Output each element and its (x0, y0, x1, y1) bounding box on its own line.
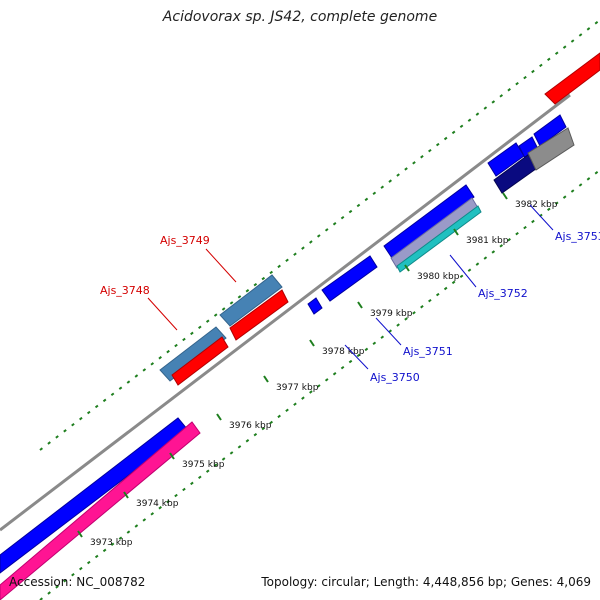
scale-label-1: 3973 kbp (90, 538, 133, 548)
scale-label-6: 3978 kbp (322, 347, 365, 357)
gene-ajs-3748-cds-bar[interactable] (171, 336, 229, 386)
scale-tick-4 (216, 413, 222, 421)
gene-label-ajs-3748[interactable]: Ajs_3748 (100, 284, 150, 297)
scale-tick-6 (309, 339, 315, 347)
gene-ajs-3751-bar[interactable] (321, 255, 378, 302)
gene-callout-line-2 (205, 248, 237, 283)
scale-tick-9 (453, 228, 459, 236)
gene-callout-line-6 (529, 204, 554, 231)
gene-ajs-3752-bar[interactable] (383, 184, 475, 259)
gene-label-ajs-3753[interactable]: Ajs_3753 (555, 230, 600, 243)
scale-label-3: 3975 kbp (182, 460, 225, 470)
forward-strand-features (0, 52, 600, 574)
gene-ajs-3748-bar[interactable] (159, 326, 227, 382)
gene-ajs-3750-bar[interactable] (307, 297, 323, 315)
gene-ajs-3749-bar[interactable] (219, 274, 283, 327)
genome-info-text: Topology: circular; Length: 4,448,856 bp… (261, 575, 591, 589)
gene-label-ajs-3749[interactable]: Ajs_3749 (160, 234, 210, 247)
gene-labels: Ajs_3748 Ajs_3749 Ajs_3750 Ajs_3751 Ajs_3752… (100, 204, 600, 384)
scale-tick-2 (123, 491, 129, 499)
gene-label-ajs-3752[interactable]: Ajs_3752 (478, 287, 528, 300)
scale-tick-marks (77, 192, 508, 538)
reverse-strand-features (0, 114, 575, 600)
scale-label-5: 3977 kbp (276, 383, 319, 393)
scale-labels: 3973 kbp 3974 kbp 3975 kbp 3976 kbp 3977 kbp… (90, 200, 558, 548)
scale-label-8: 3980 kbp (417, 272, 460, 282)
scale-tick-8 (404, 264, 410, 272)
scale-tick-10 (502, 192, 508, 200)
gene-callout-line-5 (449, 254, 477, 288)
scale-tick-3 (169, 452, 175, 460)
scale-tick-5 (263, 375, 269, 383)
gene-callout-line-1 (147, 297, 178, 331)
forward-rna-bar[interactable] (544, 52, 600, 105)
gene-callout-line-3 (344, 344, 369, 370)
reverse-pink-bar[interactable] (0, 421, 201, 600)
gene-ajs-3753-bar-3[interactable] (533, 114, 567, 147)
gene-ajs-3753-gray-bar[interactable] (527, 127, 575, 171)
inner-dotted-ring (39, 169, 600, 600)
gene-callout-line-4 (375, 317, 402, 346)
forward-blue-bar[interactable] (0, 417, 189, 574)
scale-label-2: 3974 kbp (136, 499, 179, 509)
gene-ajs-3752-teal-bar[interactable] (396, 205, 482, 273)
genome-backbone (0, 93, 571, 532)
scale-label-10: 3982 kbp (515, 200, 558, 210)
accession-text: Accession: NC_008782 (9, 575, 146, 589)
scale-label-7: 3979 kbp (370, 309, 413, 319)
scale-tick-7 (357, 301, 363, 309)
gene-ajs-3749-cds-bar[interactable] (229, 289, 289, 341)
scale-label-4: 3976 kbp (229, 421, 272, 431)
scale-tick-1 (77, 530, 83, 538)
gene-label-ajs-3750[interactable]: Ajs_3750 (370, 371, 420, 384)
scale-label-9: 3981 kbp (466, 236, 509, 246)
gene-label-ajs-3751[interactable]: Ajs_3751 (403, 345, 453, 358)
page-title: Acidovorax sp. JS42, complete genome (162, 9, 438, 25)
